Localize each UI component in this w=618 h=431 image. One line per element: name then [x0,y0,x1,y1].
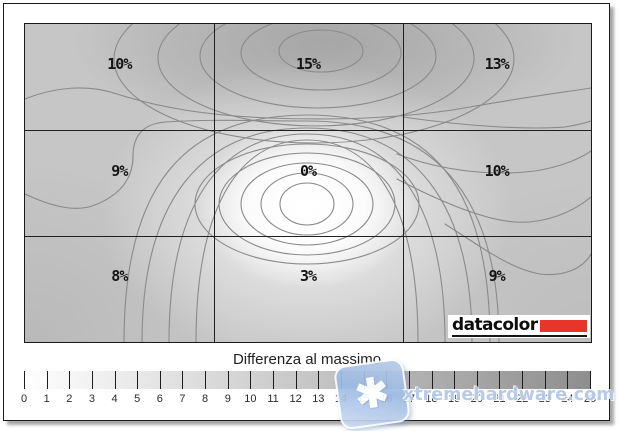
watermark-text: xtremehardware.com [403,385,615,405]
cell-value-label: 9% [111,161,128,180]
scale-tick-label: 11 [267,393,279,405]
scale-tick-label: 9 [224,393,231,405]
asterisk-icon: ✱ [352,369,392,419]
scale-tick-label: 10 [244,393,257,405]
cell-value-label: 0% [299,161,317,180]
scale-tick-label: 3 [88,393,95,405]
cell-value-label: 10% [107,55,132,74]
scale-bar [24,371,591,389]
scale-tick-label: 20 [470,393,483,405]
scale-tick-mark [522,371,524,389]
datacolor-logo-red-bar [539,319,587,332]
scale-title: Differenza al massimo [232,351,382,368]
scale-tick-mark [91,371,93,389]
scale-tick-mark [24,371,25,389]
scale-tick-mark [295,371,297,389]
scale-tick-mark [46,371,48,389]
datacolor-logo-inner: datacolor [452,317,587,337]
contour-lines [25,24,591,342]
scale-tick-label: 22 [515,393,529,405]
scale-tick-label: 13 [312,393,325,405]
scale-tick-label: 23 [538,393,551,405]
scale-tick-mark [590,371,591,389]
scale-tick-label: 24 [561,393,574,405]
scale-tick-mark [159,371,161,389]
grid-line-horizontal-1 [25,130,591,131]
scale-tick-label: 25 [583,393,597,405]
cell-value-label: 8% [111,266,128,285]
scale-tick-label: 8 [202,393,209,405]
scale-tick-mark [567,371,569,389]
grid-line-horizontal-2 [25,236,591,237]
scale-tick-label: 19 [448,393,461,405]
xtremehardware-icon: ✱ [332,357,412,431]
scale-tick-label: 4 [111,393,118,405]
scale-tick-mark [137,371,139,389]
scale-tick-mark [250,371,252,389]
scale-tick-label: 5 [134,393,141,405]
cell-value-label: 15% [295,55,321,74]
datacolor-logo: datacolor [448,315,590,338]
cell-value-label: 10% [484,161,510,180]
scale-tick-mark [205,371,207,389]
scale-tick-label: 12 [289,393,302,405]
scale-tick-mark [476,371,478,389]
cell-value-label: 9% [488,266,506,285]
scale-tick-mark [499,371,501,389]
grid-line-vertical-2 [403,24,404,342]
scale-tick-label: 21 [493,393,506,405]
scale-tick-label: 7 [179,393,186,405]
scale-tick-mark [431,371,433,389]
scale-tick-mark [273,371,275,389]
uniformity-report-window: 10% 15% 13% 9% 0% 10% 8% 3% 9% datacolor Differe… [3,3,614,431]
scale-tick-mark [182,371,184,389]
scale-tick-mark [454,371,456,389]
scale-tick-mark [544,371,546,389]
scale-tick-mark [318,371,320,389]
scale-tick-mark [114,371,116,389]
cell-value-label: 3% [299,266,317,285]
scale-tick-mark [227,371,229,389]
scale-tick-label: 2 [66,393,73,405]
uniformity-contour-plot: 10% 15% 13% 9% 0% 10% 8% 3% 9% datacolor [24,23,592,343]
scale-tick-mark [408,371,410,389]
grid-line-vertical-1 [214,24,215,342]
scale-tick-label: 0 [20,393,28,405]
scale-tick-label: 18 [425,393,438,405]
scale-tick-label: 6 [156,393,163,405]
scale-tick-label: 1 [43,393,50,405]
scale-tick-mark [69,371,71,389]
cell-value-label: 13% [484,55,510,74]
datacolor-logo-text: datacolor [452,315,538,335]
